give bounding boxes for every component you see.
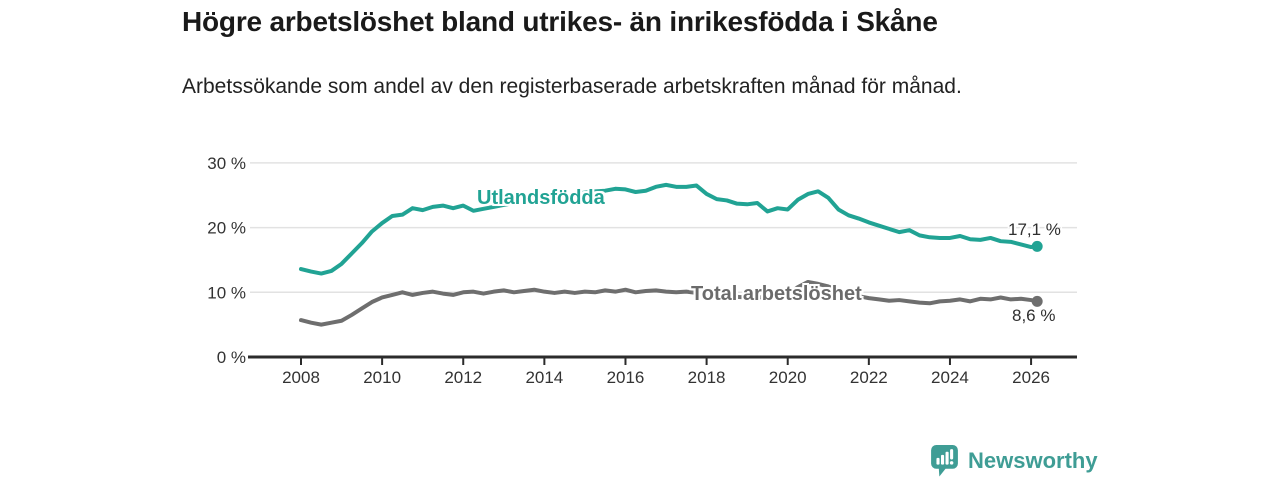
y-tick-label: 20 % [207,219,246,238]
series-label-utlandsfodda: Utlandsfödda [477,187,605,209]
x-tick-label: 2008 [282,368,320,387]
chart-subtitle: Arbetssökande som andel av den registerb… [182,75,962,98]
end-value-label-total-arbetsloshet: 8,6 % [1012,306,1056,325]
x-tick-label: 2022 [850,368,888,387]
y-tick-label: 10 % [207,283,246,302]
series-label-total-arbetsloshet: Total arbetslöshet [691,283,862,305]
x-tick-label: 2016 [607,368,645,387]
x-tick-label: 2026 [1012,368,1050,387]
end-value-label-utlandsfodda: 17,1 % [1008,220,1061,239]
chart-title: Högre arbetslöshet bland utrikes- än inr… [182,6,938,37]
x-tick-label: 2018 [688,368,726,387]
x-tick-label: 2012 [444,368,482,387]
newsworthy-logo-icon [931,445,958,477]
series-line-1 [299,279,1040,327]
newsworthy-logo: Newsworthy [930,444,1098,477]
newsworthy-logo-text: Newsworthy [968,447,1098,473]
series-line-0 [299,182,1040,276]
x-tick-label: 2024 [931,368,969,387]
x-tick-label: 2010 [363,368,401,387]
y-tick-label: 0 % [217,348,246,367]
y-tick-label: 30 % [207,154,246,173]
series-end-dot-1 [1031,295,1043,307]
x-tick-label: 2020 [769,368,807,387]
x-tick-label: 2014 [525,368,563,387]
series-end-dot-0 [1031,240,1043,252]
